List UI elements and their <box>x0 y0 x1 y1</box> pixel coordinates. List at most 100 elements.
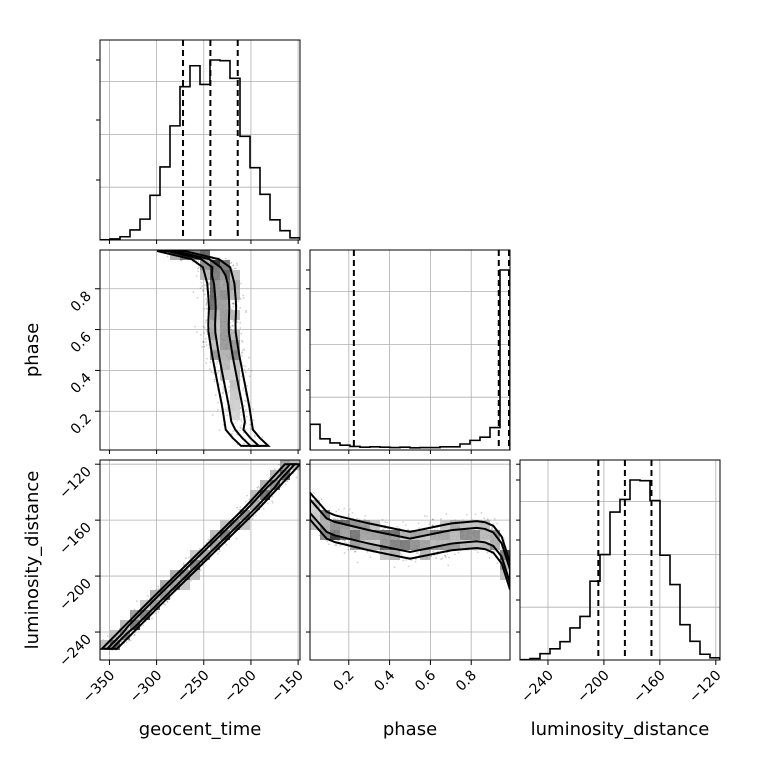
xlabel-geocent_time: geocent_time <box>139 719 262 740</box>
density-cell <box>480 530 490 540</box>
sample-point <box>402 520 404 523</box>
sample-point <box>133 634 136 636</box>
sample-point <box>340 518 343 521</box>
sample-point <box>238 429 241 432</box>
sample-point <box>203 307 206 310</box>
sample-point <box>335 544 338 546</box>
sample-point <box>326 540 329 542</box>
sample-point <box>188 556 190 559</box>
sample-point <box>491 528 493 531</box>
sample-point <box>232 302 235 305</box>
sample-point <box>284 483 287 486</box>
sample-point <box>238 508 241 511</box>
sample-point <box>386 521 389 524</box>
sample-point <box>232 320 235 323</box>
x-tick-label: 0.2 <box>331 668 358 695</box>
sample-point <box>231 302 234 305</box>
sample-point <box>232 430 235 433</box>
density-cell <box>220 260 230 270</box>
sample-point <box>334 544 337 547</box>
sample-point <box>337 508 340 511</box>
sample-point <box>195 275 198 278</box>
sample-point <box>157 587 160 590</box>
sample-point <box>205 541 208 544</box>
x-tick-label: −240 <box>518 668 557 707</box>
density-cell <box>210 530 220 540</box>
density-cell <box>430 540 440 550</box>
sample-point <box>191 261 194 263</box>
sample-point <box>136 600 138 603</box>
sample-point <box>227 385 230 388</box>
sample-point <box>278 463 280 466</box>
sample-point <box>235 537 238 540</box>
sample-point <box>236 506 239 509</box>
sample-point <box>407 565 410 568</box>
sample-point <box>218 383 221 386</box>
sample-point <box>164 603 167 606</box>
contour-line <box>104 463 298 650</box>
sample-point <box>253 435 256 438</box>
contour-line <box>310 491 510 590</box>
sample-point <box>239 321 242 324</box>
sample-point <box>402 559 405 562</box>
sample-point <box>245 400 247 403</box>
sample-point <box>432 524 434 527</box>
sample-point <box>198 548 201 550</box>
sample-point <box>381 518 384 521</box>
sample-point <box>216 371 219 374</box>
x-tick-label: −200 <box>221 668 260 707</box>
sample-point <box>221 392 224 395</box>
x-tick-label: −150 <box>268 668 307 707</box>
contour-line <box>156 250 271 447</box>
sample-point <box>252 408 254 411</box>
sample-point <box>202 325 205 328</box>
density-cell <box>360 530 370 540</box>
sample-point <box>242 294 245 297</box>
sample-point <box>232 264 235 267</box>
sample-point <box>203 345 206 348</box>
density-cell <box>230 270 240 280</box>
sample-point <box>205 298 208 300</box>
sample-point <box>232 325 234 327</box>
sample-point <box>244 399 247 402</box>
x-tick-label: 0.4 <box>371 667 398 694</box>
sample-point <box>133 608 136 611</box>
sample-point <box>204 321 207 324</box>
sample-point <box>483 517 486 519</box>
sample-point <box>347 513 350 516</box>
histogram-phase <box>310 269 510 450</box>
x-tick-label: 0.6 <box>412 667 439 694</box>
sample-point <box>313 491 315 494</box>
y-tick-label: −240 <box>56 632 95 671</box>
sample-point <box>239 426 242 429</box>
sample-point <box>201 345 204 348</box>
x-tick-label: −160 <box>630 668 669 707</box>
sample-point <box>242 442 245 445</box>
sample-point <box>335 510 338 513</box>
density-cell <box>230 350 240 360</box>
sample-point <box>426 515 428 518</box>
contour-line <box>100 463 300 650</box>
sample-point <box>245 309 248 312</box>
density-cell <box>320 510 330 520</box>
sample-point <box>217 408 219 411</box>
sample-point <box>147 595 149 597</box>
sample-point <box>183 563 185 566</box>
x-tick-label: 0.8 <box>453 668 480 695</box>
sample-point <box>417 522 420 525</box>
contours <box>156 250 271 447</box>
sample-point <box>384 521 387 524</box>
density-cell <box>360 540 370 550</box>
density-cell <box>350 530 360 540</box>
density-cell <box>210 260 220 270</box>
density-cell <box>430 530 440 540</box>
density-cell <box>210 350 220 360</box>
y-tick-label: 0.2 <box>68 411 95 438</box>
sample-point <box>209 361 212 364</box>
sample-point <box>203 293 206 296</box>
sample-point <box>203 326 206 329</box>
y-tick-label: 0.6 <box>68 329 95 356</box>
sample-point <box>230 261 233 264</box>
sample-point <box>241 349 244 352</box>
sample-point <box>251 518 254 520</box>
